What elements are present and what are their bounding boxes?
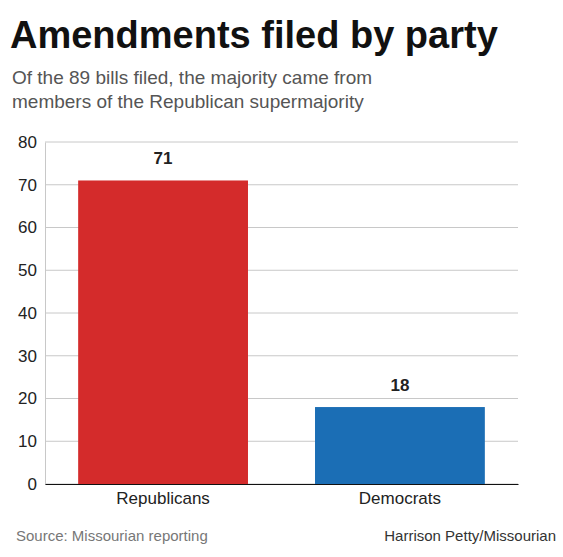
y-tick-label: 70: [18, 176, 37, 195]
y-tick: 80: [18, 133, 45, 152]
bar: [78, 180, 248, 484]
grid-line: [45, 142, 518, 143]
y-tick-label: 10: [18, 432, 37, 451]
x-axis-line: [46, 484, 519, 485]
x-tick-label: Republicans: [116, 489, 210, 508]
subtitle: Of the 89 bills filed, the majority came…: [12, 67, 372, 88]
y-tick: 10: [18, 432, 45, 451]
y-tick: 60: [18, 218, 45, 237]
bars: [78, 180, 485, 484]
y-tick: 0: [28, 475, 45, 494]
chart-svg: Amendments filed by party Of the 89 bills…: [0, 0, 563, 557]
data-label: 18: [390, 376, 409, 395]
bar: [315, 407, 485, 484]
data-label: 71: [154, 149, 173, 168]
y-tick-label: 40: [18, 304, 37, 323]
y-tick: 70: [18, 176, 45, 195]
data-labels: 71 18: [154, 149, 410, 395]
x-tick: Republicans: [116, 484, 210, 508]
y-tick-label: 80: [18, 133, 37, 152]
y-tick-label: 50: [18, 261, 37, 280]
y-axis-line: [45, 143, 46, 485]
y-tick: 50: [18, 261, 45, 280]
source: Source: Missourian reporting: [16, 527, 208, 544]
title: Amendments filed by party: [10, 14, 498, 56]
y-axis: 0 10 20 30 40 50 60 70 80: [18, 133, 45, 494]
y-tick: 40: [18, 304, 45, 323]
y-tick: 30: [18, 347, 45, 366]
x-tick-label: Democrats: [359, 489, 441, 508]
grid: [45, 142, 518, 484]
y-tick: 20: [18, 389, 45, 408]
subtitle: members of the Republican supermajority: [12, 91, 364, 112]
y-tick-label: 0: [28, 475, 37, 494]
y-tick-label: 60: [18, 218, 37, 237]
credit: Harrison Petty/Missourian: [384, 527, 556, 544]
x-axis: Republicans Democrats: [46, 484, 519, 508]
x-tick: Democrats: [359, 484, 441, 508]
chart-container: Amendments filed by party Of the 89 bills…: [0, 0, 563, 557]
y-tick-label: 20: [18, 389, 37, 408]
y-tick-label: 30: [18, 347, 37, 366]
